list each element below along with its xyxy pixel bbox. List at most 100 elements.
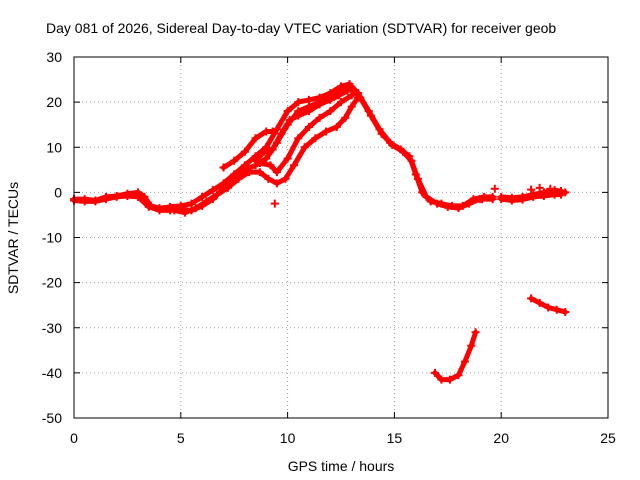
data-point	[304, 122, 313, 131]
data-point	[354, 93, 363, 102]
series-line	[432, 329, 479, 383]
data-point	[304, 95, 313, 104]
data-point	[460, 357, 469, 366]
data-point	[437, 375, 446, 384]
data-point	[290, 161, 299, 170]
series-lower-branch	[170, 93, 363, 217]
y-tick-label: -30	[42, 320, 62, 336]
series-short-marks	[270, 183, 566, 208]
data-point	[191, 204, 200, 213]
data-point	[300, 143, 309, 152]
data-point	[272, 125, 281, 134]
data-point	[281, 174, 290, 183]
data-point	[311, 134, 320, 143]
data-point	[497, 195, 506, 204]
data-point	[270, 199, 279, 208]
data-point	[443, 202, 452, 211]
data-point	[230, 156, 239, 165]
y-tick-label: -40	[42, 365, 62, 381]
data-point	[268, 127, 277, 136]
data-point	[272, 168, 281, 177]
data-point	[467, 341, 476, 350]
x-tick-label: 20	[493, 430, 509, 446]
data-point	[518, 195, 527, 204]
data-point	[260, 147, 269, 156]
data-point	[332, 122, 341, 131]
x-tick-label: 15	[387, 430, 403, 446]
data-point	[187, 199, 196, 208]
data-point	[315, 100, 324, 109]
data-point	[266, 161, 275, 170]
series-inner-branch	[255, 91, 356, 177]
data-point	[255, 168, 264, 177]
data-point	[294, 134, 303, 143]
data-point	[347, 91, 356, 100]
series-line	[257, 92, 355, 175]
data-point	[433, 199, 442, 208]
data-series	[70, 80, 570, 384]
series-midday-branch	[219, 127, 277, 172]
data-point	[544, 303, 553, 312]
data-point	[251, 156, 260, 165]
data-point	[527, 294, 536, 303]
x-tick-label: 10	[280, 430, 296, 446]
x-tick-label: 0	[70, 430, 78, 446]
data-point	[223, 183, 232, 192]
data-point	[477, 195, 486, 204]
data-point	[557, 187, 566, 196]
data-point	[322, 127, 331, 136]
data-point	[454, 371, 463, 380]
data-point	[213, 190, 222, 199]
data-point	[413, 174, 422, 183]
data-point	[529, 192, 538, 201]
y-tick-label: -50	[42, 410, 62, 426]
data-point	[334, 91, 343, 100]
data-point	[283, 107, 292, 116]
data-point	[422, 192, 431, 201]
data-point	[398, 147, 407, 156]
data-point	[388, 140, 397, 149]
series-line	[71, 81, 496, 211]
chart-title: Day 081 of 2026, Sidereal Day-to-day VTE…	[46, 20, 556, 36]
data-point	[80, 197, 89, 206]
data-point	[208, 186, 217, 195]
data-point	[294, 111, 303, 120]
data-point	[240, 147, 249, 156]
y-tick-label: 20	[46, 94, 62, 110]
series-outlier-right-segment	[527, 294, 570, 316]
data-point	[123, 191, 132, 200]
x-axis-label: GPS time / hours	[288, 458, 395, 474]
data-point	[285, 116, 294, 125]
y-tick-label: -20	[42, 275, 62, 291]
data-point	[255, 159, 264, 168]
data-point	[490, 184, 499, 193]
y-tick-label: 30	[46, 49, 62, 65]
data-point	[347, 102, 356, 111]
data-point	[552, 305, 561, 314]
y-tick-label: 0	[54, 184, 62, 200]
data-point	[234, 174, 243, 183]
data-point	[527, 185, 536, 194]
data-point	[91, 197, 100, 206]
data-point	[170, 206, 179, 215]
data-point	[561, 307, 570, 316]
y-axis-label: SDTVAR / TECUs	[5, 182, 21, 294]
data-point	[315, 113, 324, 122]
data-point	[268, 145, 277, 154]
data-point	[561, 188, 570, 197]
data-point	[366, 111, 375, 120]
data-point	[198, 192, 207, 201]
data-point	[264, 174, 273, 183]
data-point	[181, 208, 190, 217]
data-point	[507, 196, 516, 205]
data-point	[337, 98, 345, 107]
y-tick-label: -10	[42, 230, 62, 246]
data-point	[251, 134, 260, 143]
data-point	[488, 195, 497, 204]
data-point	[343, 86, 352, 95]
data-point	[535, 183, 544, 192]
series-upper-branch	[251, 86, 352, 165]
data-point	[407, 156, 416, 165]
data-point	[144, 202, 153, 211]
data-point	[277, 129, 286, 138]
